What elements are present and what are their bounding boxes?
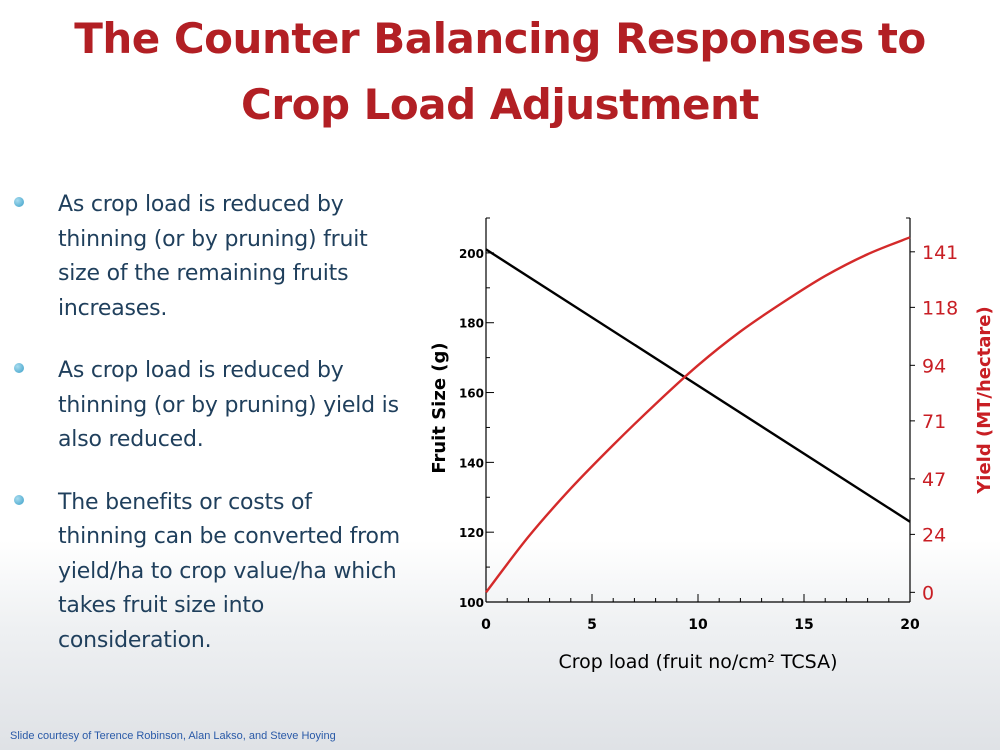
x-tick-label: 20 — [900, 617, 920, 633]
y-left-tick-label: 180 — [459, 317, 484, 331]
title-line-2: Crop Load Adjustment — [241, 80, 759, 129]
fruit-size-series-line — [485, 248, 911, 523]
y-left-tick-label: 160 — [459, 387, 484, 401]
x-tick-label: 0 — [481, 617, 491, 633]
bullet-item: The benefits or costs of thinning can be… — [10, 486, 400, 659]
y-axis-right-label: Yield (MT/hectare) — [974, 306, 995, 494]
bullet-text: As crop load is reduced by thinning (or … — [58, 192, 368, 321]
y-left-tick-label: 100 — [459, 596, 484, 610]
y-right-tick-label: 71 — [922, 411, 946, 433]
yield-series-line — [485, 236, 911, 594]
bullet-text: As crop load is reduced by thinning (or … — [58, 358, 399, 452]
bullet-dot-icon — [14, 197, 24, 207]
y-right-tick-label: 24 — [922, 524, 946, 546]
y-left-tick-label: 120 — [459, 526, 484, 540]
bullet-item: As crop load is reduced by thinning (or … — [10, 354, 400, 458]
tick-labels: 0 5 10 15 20 100 120 140 160 180 200 0 24 47 71 94 118 14… — [459, 242, 958, 633]
y-right-tick-label: 94 — [922, 355, 946, 377]
y-right-tick-label: 118 — [922, 297, 958, 319]
bullet-list: As crop load is reduced by thinning (or … — [10, 188, 400, 686]
title-line-1: The Counter Balancing Responses to — [74, 14, 926, 63]
y-right-tick-label: 0 — [922, 582, 934, 604]
x-tick-label: 5 — [587, 617, 597, 633]
plot-frame — [485, 217, 911, 603]
bullet-item: As crop load is reduced by thinning (or … — [10, 188, 400, 326]
bullet-dot-icon — [14, 494, 24, 505]
slide-title: The Counter Balancing Responses to Crop … — [40, 6, 960, 138]
x-axis-label: Crop load (fruit no/cm² TCSA) — [558, 651, 837, 673]
y-right-tick-label: 141 — [922, 242, 958, 264]
axis-ticks — [485, 217, 915, 603]
x-tick-label: 15 — [794, 617, 813, 633]
y-left-tick-label: 140 — [459, 456, 484, 470]
y-axis-left-label: Fruit Size (g) — [429, 342, 450, 473]
bullet-text: The benefits or costs of thinning can be… — [58, 489, 401, 653]
slide-credit: Slide courtesy of Terence Robinson, Alan… — [10, 730, 336, 742]
x-tick-label: 10 — [688, 617, 708, 633]
bullet-dot-icon — [14, 363, 24, 373]
y-right-tick-label: 47 — [922, 469, 946, 491]
series-layer — [485, 236, 911, 594]
y-left-tick-label: 200 — [459, 247, 484, 261]
